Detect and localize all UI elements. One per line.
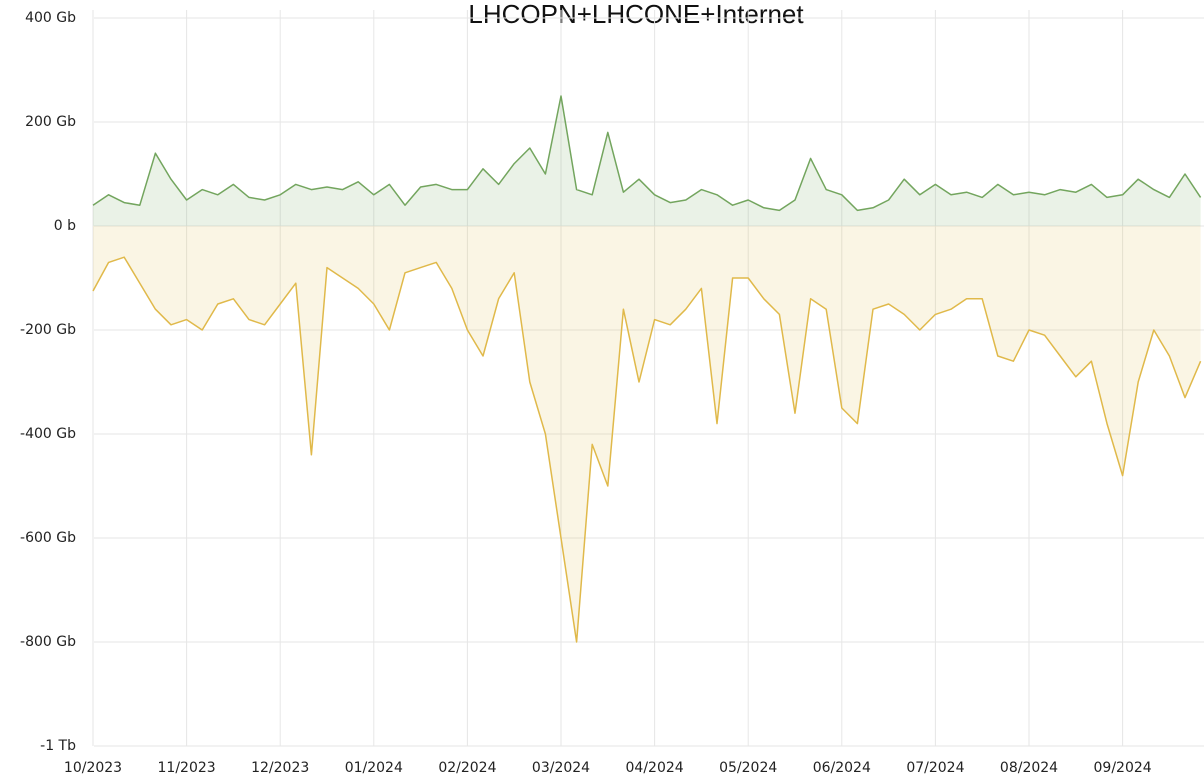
y-tick-label: -1 Tb [40,738,76,754]
x-tick-label: 09/2024 [1094,760,1152,776]
x-tick-label: 08/2024 [1000,760,1058,776]
x-tick-label: 05/2024 [719,760,777,776]
series-line [92,95,1202,212]
series-line [92,256,1202,643]
y-tick-label: -600 Gb [20,530,76,546]
y-tick-label: 400 Gb [25,10,76,26]
x-tick-label: 10/2023 [64,760,122,776]
y-tick-label: -800 Gb [20,634,76,650]
y-tick-label: -200 Gb [20,322,76,338]
chart-title: LHCOPN+LHCONE+Internet [468,0,804,29]
y-tick-label: 200 Gb [25,114,76,130]
y-tick-label: -400 Gb [20,426,76,442]
x-tick-label: 01/2024 [345,760,403,776]
area-fill [93,226,1201,642]
x-tick-label: 07/2024 [906,760,964,776]
x-tick-label: 04/2024 [626,760,684,776]
x-tick-label: 02/2024 [438,760,496,776]
x-tick-label: 12/2023 [251,760,309,776]
x-tick-label: 03/2024 [532,760,590,776]
x-tick-label: 11/2023 [158,760,216,776]
area-fill [93,96,1201,226]
y-tick-label: 0 b [54,218,76,234]
x-tick-label: 06/2024 [813,760,871,776]
